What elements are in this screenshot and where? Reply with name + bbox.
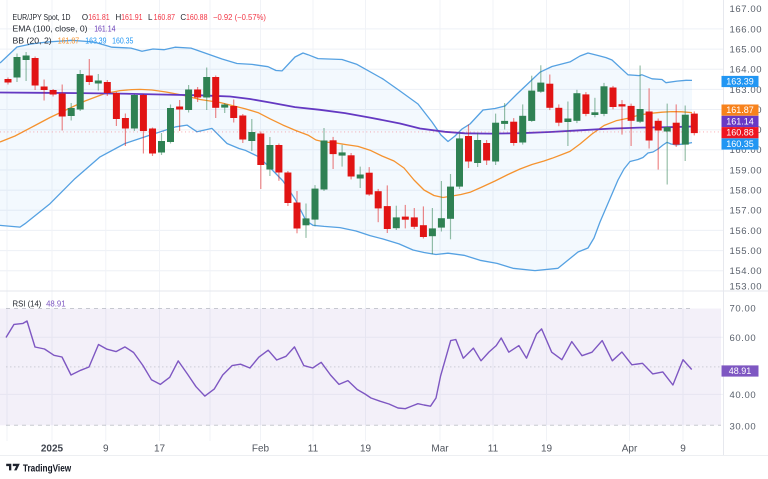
svg-text:11: 11 xyxy=(488,443,499,454)
svg-text:161.87: 161.87 xyxy=(58,37,80,46)
svg-text:Mar: Mar xyxy=(431,443,449,454)
svg-text:BB (20, 2): BB (20, 2) xyxy=(13,37,53,46)
svg-text:160.00: 160.00 xyxy=(730,145,763,156)
svg-text:19: 19 xyxy=(541,443,553,454)
svg-text:163.39: 163.39 xyxy=(85,37,107,46)
svg-text:156.00: 156.00 xyxy=(730,226,763,237)
svg-text:O: O xyxy=(82,13,88,22)
svg-text:L: L xyxy=(148,13,153,22)
svg-text:163.00: 163.00 xyxy=(730,85,763,96)
svg-text:Feb: Feb xyxy=(252,443,270,454)
svg-text:160.87: 160.87 xyxy=(154,13,176,22)
svg-text:161.87: 161.87 xyxy=(726,105,754,115)
svg-text:TradingView: TradingView xyxy=(23,462,72,474)
svg-text:60.00: 60.00 xyxy=(730,333,757,344)
svg-text:160.88: 160.88 xyxy=(726,128,754,138)
svg-text:17: 17 xyxy=(154,443,166,454)
svg-text:2025: 2025 xyxy=(41,443,64,454)
svg-text:9: 9 xyxy=(103,443,109,454)
svg-text:154.00: 154.00 xyxy=(730,266,763,277)
svg-text:11: 11 xyxy=(308,443,319,454)
svg-text:−0.92 (−0.57%): −0.92 (−0.57%) xyxy=(213,13,266,22)
svg-text:160.35: 160.35 xyxy=(112,37,134,46)
svg-text:158.00: 158.00 xyxy=(730,186,763,197)
svg-text:157.00: 157.00 xyxy=(730,206,763,217)
svg-text:Apr: Apr xyxy=(622,443,638,454)
svg-text:153.00: 153.00 xyxy=(730,282,763,293)
svg-text:166.00: 166.00 xyxy=(730,24,763,35)
svg-text:161.14: 161.14 xyxy=(94,25,116,34)
svg-text:70.00: 70.00 xyxy=(730,303,757,314)
svg-text:160.35: 160.35 xyxy=(726,139,754,149)
svg-text:161.14: 161.14 xyxy=(726,116,754,126)
svg-text:155.00: 155.00 xyxy=(730,246,763,257)
svg-text:164.00: 164.00 xyxy=(730,65,763,76)
svg-text:C: C xyxy=(180,13,186,22)
svg-text:163.39: 163.39 xyxy=(726,77,754,87)
svg-text:19: 19 xyxy=(360,443,372,454)
svg-text:H: H xyxy=(116,13,122,22)
svg-text:165.00: 165.00 xyxy=(730,45,763,56)
svg-text:RSI (14): RSI (14) xyxy=(13,300,42,309)
svg-text:159.00: 159.00 xyxy=(730,165,763,176)
svg-text:30.00: 30.00 xyxy=(730,421,757,432)
svg-text:160.88: 160.88 xyxy=(186,13,208,22)
svg-text:48.91: 48.91 xyxy=(46,300,66,309)
svg-text:161.91: 161.91 xyxy=(121,13,143,22)
svg-text:EUR/JPY Spot, 1D: EUR/JPY Spot, 1D xyxy=(13,13,71,22)
svg-text:161.81: 161.81 xyxy=(88,13,110,22)
svg-text:9: 9 xyxy=(680,443,686,454)
svg-text:40.00: 40.00 xyxy=(730,390,757,401)
svg-text:EMA (100, close, 0): EMA (100, close, 0) xyxy=(13,25,88,34)
svg-text:167.00: 167.00 xyxy=(730,4,763,15)
svg-text:48.91: 48.91 xyxy=(729,366,752,376)
